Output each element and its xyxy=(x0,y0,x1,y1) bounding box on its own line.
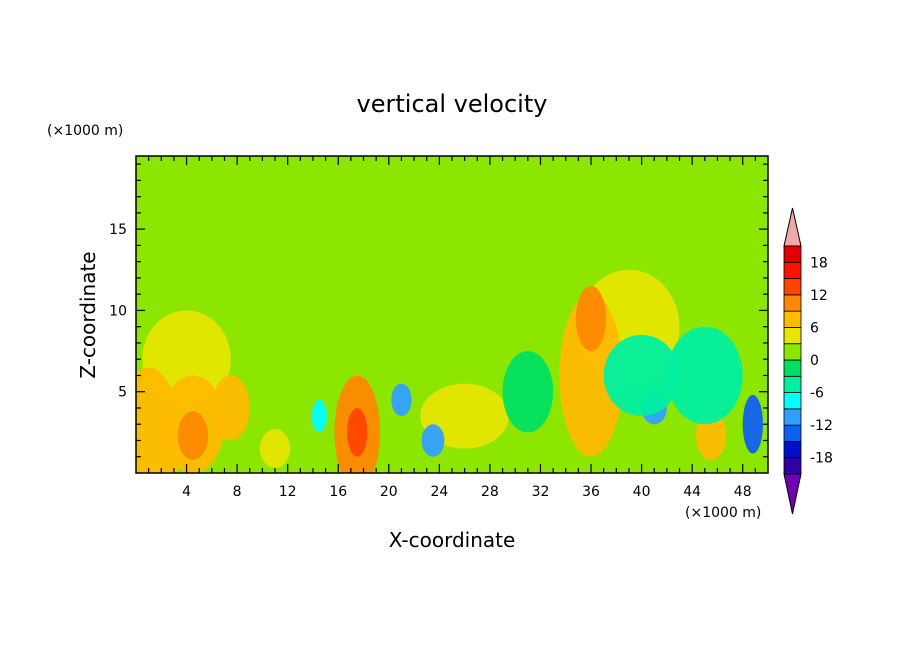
x-tick-label: 16 xyxy=(329,484,347,500)
colorbar-cell xyxy=(783,457,802,475)
x-tick-label: 32 xyxy=(532,484,550,500)
colorbar-extend-min xyxy=(783,473,802,515)
x-tick-label: 24 xyxy=(430,484,448,500)
colorbar-cell xyxy=(783,392,802,410)
colorbar-cell xyxy=(783,278,802,296)
colorbar-extend-max xyxy=(783,207,802,247)
y-tick-label: 10 xyxy=(109,303,127,319)
colorbar-cell xyxy=(783,375,802,393)
y-axis-label: Z-coordinate xyxy=(76,251,100,378)
x-tick-label: 44 xyxy=(683,484,701,500)
colorbar-tick-label: 18 xyxy=(810,255,828,271)
x-tick-label: 48 xyxy=(734,484,752,500)
heatmap-field xyxy=(136,156,768,473)
colorbar-tick-label: 12 xyxy=(810,288,828,304)
x-axis: 4 8 12 16 20 24 28 32 36 40 44 48 xyxy=(148,156,756,500)
colorbar-cell xyxy=(783,359,802,377)
x-tick-label: 12 xyxy=(279,484,297,500)
colorbar-cell xyxy=(783,408,802,426)
colorbar-cell xyxy=(783,245,802,263)
chart-title: vertical velocity xyxy=(357,90,548,118)
field-cell-18 xyxy=(421,424,445,457)
field-cell-13 xyxy=(575,286,607,352)
x-tick-label: 4 xyxy=(182,484,191,500)
colorbar-tick-label: 0 xyxy=(810,353,819,369)
y-tick-label: 15 xyxy=(109,222,127,238)
field-cell-16 xyxy=(259,429,291,469)
field-cell-2 xyxy=(338,156,592,197)
colorbar-cell xyxy=(783,424,802,442)
x-tick-label: 36 xyxy=(582,484,600,500)
x-tick-label: 28 xyxy=(481,484,499,500)
field-cell-24 xyxy=(502,351,554,433)
field-cell-12 xyxy=(559,294,623,457)
x-tick-label: 40 xyxy=(633,484,651,500)
field-cell-17 xyxy=(391,383,412,417)
field-cell-21 xyxy=(311,399,327,433)
colorbar-tick-label: -18 xyxy=(810,451,833,467)
field-cell-9 xyxy=(211,375,250,441)
y-tick-label: 5 xyxy=(118,385,127,401)
field-cell-8 xyxy=(177,411,209,460)
colorbar-cell xyxy=(783,343,802,361)
colorbar: 18 12 6 0 -6 -12 -18 xyxy=(783,207,833,515)
colorbar-cell xyxy=(783,294,802,312)
colorbar-cell xyxy=(783,441,802,459)
field-cell-23 xyxy=(666,326,743,425)
y-axis: 5 10 15 xyxy=(109,163,768,458)
field-cell-0 xyxy=(262,180,490,311)
colorbar-cell xyxy=(783,310,802,328)
colorbar-tick-label: -12 xyxy=(810,418,833,434)
x-axis-label: X-coordinate xyxy=(389,528,516,552)
field-cell-3 xyxy=(666,156,768,230)
x-unit-label: (×1000 m) xyxy=(685,505,761,521)
x-tick-label: 20 xyxy=(380,484,398,500)
field-cell-22 xyxy=(603,334,680,417)
colorbar-cell xyxy=(783,327,802,345)
y-unit-label: (×1000 m) xyxy=(47,123,123,139)
x-tick-label: 8 xyxy=(233,484,242,500)
colorbar-cell xyxy=(783,261,802,279)
field-cell-20 xyxy=(742,394,763,454)
field-cell-11 xyxy=(347,407,368,457)
colorbar-tick-label: 6 xyxy=(810,320,819,336)
colorbar-tick-label: -6 xyxy=(810,386,824,402)
field-cell-1 xyxy=(136,156,225,213)
